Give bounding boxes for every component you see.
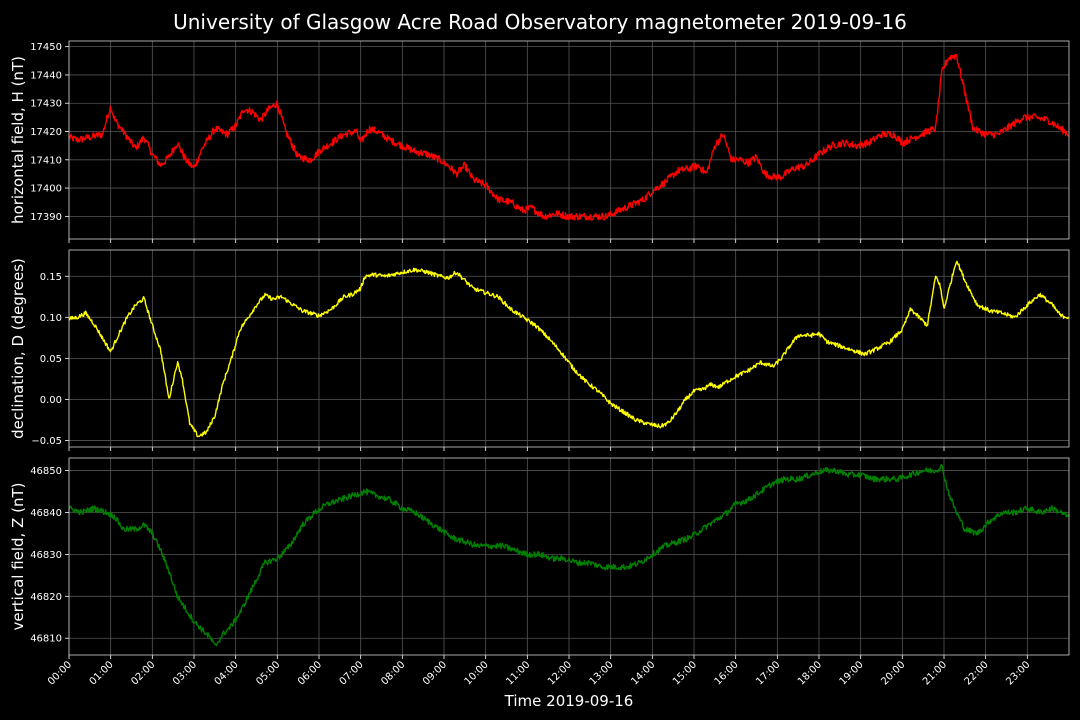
y-tick-label: 17410 [30, 155, 62, 166]
y-tick-label: 46840 [30, 508, 62, 519]
y-tick-label: 17450 [30, 42, 62, 53]
declination-series-line [68, 260, 1070, 438]
x-tick-label: 14:00 [629, 659, 657, 687]
x-tick-label: 16:00 [713, 659, 741, 687]
y-tick-label: 0.10 [40, 313, 62, 324]
y-tick-label: −0.05 [31, 436, 62, 447]
declination-y-axis-label: declination, D (degrees) [9, 258, 27, 439]
y-tick-label: 17420 [30, 127, 62, 138]
y-tick-label: 0.05 [40, 354, 62, 365]
x-tick-label: 11:00 [504, 659, 532, 687]
x-tick-label: 22:00 [963, 659, 991, 687]
x-tick-label: 08:00 [379, 659, 407, 687]
x-tick-label: 19:00 [838, 659, 866, 687]
y-tick-label: 17390 [30, 212, 62, 223]
horizontal-y-axis-label: horizontal field, H (nT) [9, 56, 27, 224]
x-tick-label: 10:00 [463, 659, 491, 687]
x-tick-label: 15:00 [671, 659, 699, 687]
vertical-series-line [68, 464, 1070, 647]
x-tick-label: 21:00 [921, 659, 949, 687]
y-tick-label: 46820 [30, 592, 62, 603]
y-tick-label: 0.00 [40, 395, 62, 406]
x-tick-label: 18:00 [796, 659, 824, 687]
chart-title: University of Glasgow Acre Road Observat… [173, 10, 907, 34]
declination-plot-frame [68, 249, 1070, 448]
x-tick-label: 03:00 [171, 659, 199, 687]
x-tick-label: 13:00 [588, 659, 616, 687]
y-tick-label: 46830 [30, 550, 62, 561]
x-tick-label: 01:00 [88, 659, 116, 687]
y-tick-label: 17440 [30, 70, 62, 81]
x-tick-label: 06:00 [296, 659, 324, 687]
y-tick-label: 17400 [30, 184, 62, 195]
y-tick-label: 46850 [30, 466, 62, 477]
horizontal-plot-frame [68, 40, 1070, 240]
x-tick-label: 17:00 [754, 659, 782, 687]
vertical-y-axis-label: vertical field, Z (nT) [9, 482, 27, 630]
x-tick-label: 05:00 [254, 659, 282, 687]
vertical-plot-frame [68, 457, 1070, 656]
x-axis-label: Time 2019-09-16 [504, 692, 634, 710]
x-tick-label: 07:00 [338, 659, 366, 687]
x-tick-label: 09:00 [421, 659, 449, 687]
y-tick-label: 17430 [30, 99, 62, 110]
x-tick-label: 12:00 [546, 659, 574, 687]
x-tick-label: 02:00 [129, 659, 157, 687]
x-tick-label: 00:00 [46, 659, 74, 687]
y-tick-label: 46810 [30, 634, 62, 645]
y-tick-label: 0.15 [40, 272, 62, 283]
x-tick-label: 23:00 [1004, 659, 1032, 687]
x-tick-label: 20:00 [879, 659, 907, 687]
horizontal-series-line [68, 53, 1070, 221]
x-tick-label: 04:00 [213, 659, 241, 687]
